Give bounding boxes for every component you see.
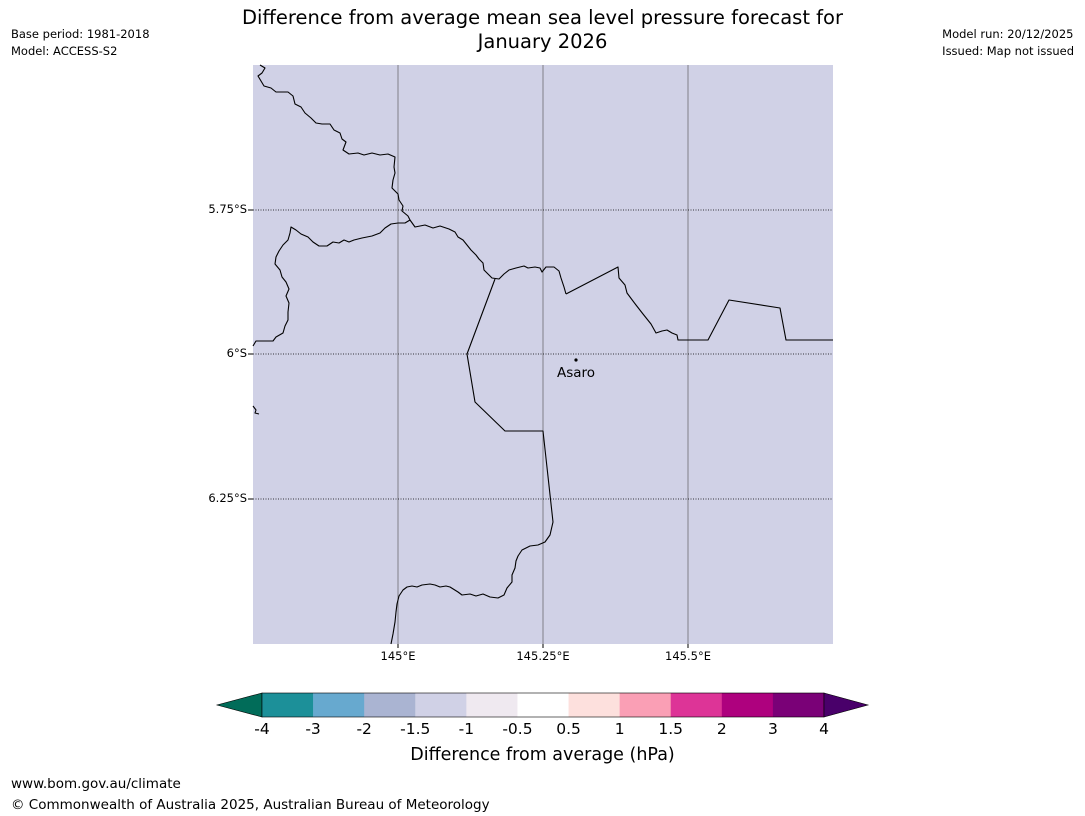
model-run-text: Model run: 20/12/2025	[942, 27, 1074, 41]
title-line-2: January 2026	[477, 30, 608, 53]
colorbar-bin	[772, 693, 825, 717]
colorbar-bin	[568, 693, 620, 717]
place-marker	[574, 358, 578, 362]
colorbar-bin	[721, 693, 774, 717]
lat-label: 6.25°S	[208, 491, 247, 505]
footer: www.bom.gov.au/climate © Commonwealth of…	[11, 774, 490, 816]
colorbar-tick-label: 2	[716, 720, 727, 738]
colorbar-bin	[262, 693, 314, 717]
province-boundary	[409, 219, 567, 295]
colorbar-bin	[466, 693, 518, 717]
lon-label: 145.5°E	[665, 649, 711, 663]
colorbar-bin	[670, 693, 723, 717]
province-boundary	[252, 405, 260, 415]
footer-copyright: © Commonwealth of Australia 2025, Austra…	[11, 797, 490, 813]
model-text: Model: ACCESS-S2	[11, 44, 118, 58]
colorbar-tick-label: 0.5	[556, 720, 581, 738]
colorbar-bin	[313, 693, 365, 717]
colorbar-tick-label: -1.5	[400, 720, 431, 738]
meta-left: Base period: 1981-2018 Model: ACCESS-S2	[11, 26, 150, 60]
district-boundary	[390, 278, 554, 645]
colorbar-tick-label: 3	[767, 720, 778, 738]
colorbar-tick-label: 1.5	[658, 720, 684, 738]
meta-right: Model run: 20/12/2025 Issued: Map not is…	[942, 26, 1074, 60]
colorbar-extend-over	[823, 692, 870, 718]
place-label: Asaro	[557, 365, 596, 381]
colorbar-label: Difference from average (hPa)	[410, 745, 675, 765]
province-boundary	[252, 64, 411, 347]
colorbar-tick-label: 4	[819, 720, 829, 738]
lat-label: 6°S	[226, 346, 247, 360]
title-line-1: Difference from average mean sea level p…	[242, 6, 843, 29]
footer-site-link[interactable]: www.bom.gov.au/climate	[11, 776, 181, 792]
colorbar-tick-label: -1	[458, 720, 475, 738]
colorbar-bin	[517, 693, 569, 717]
colorbar-bin	[364, 693, 416, 717]
colorbar-tick-label: -4	[254, 720, 270, 738]
lon-label: 145.25°E	[516, 649, 570, 663]
axis-ticks	[248, 209, 689, 648]
colorbar-bin	[619, 693, 672, 717]
lon-label: 145°E	[380, 649, 416, 663]
colorbar-tick-label: -2	[356, 720, 372, 738]
district-boundary	[565, 266, 833, 341]
boundary-lines	[252, 64, 833, 645]
lat-label: 5.75°S	[208, 202, 247, 216]
colorbar-tick-label: 1	[614, 720, 625, 738]
issued-text: Issued: Map not issued	[942, 44, 1074, 58]
colorbar-bin	[415, 693, 467, 717]
colorbar-tick-label: -0.5	[502, 720, 533, 738]
colorbar-extend-under	[215, 692, 263, 718]
base-period-text: Base period: 1981-2018	[11, 27, 150, 41]
colorbar-tick-label: -3	[305, 720, 321, 738]
map-title: Difference from average mean sea level p…	[200, 6, 885, 54]
